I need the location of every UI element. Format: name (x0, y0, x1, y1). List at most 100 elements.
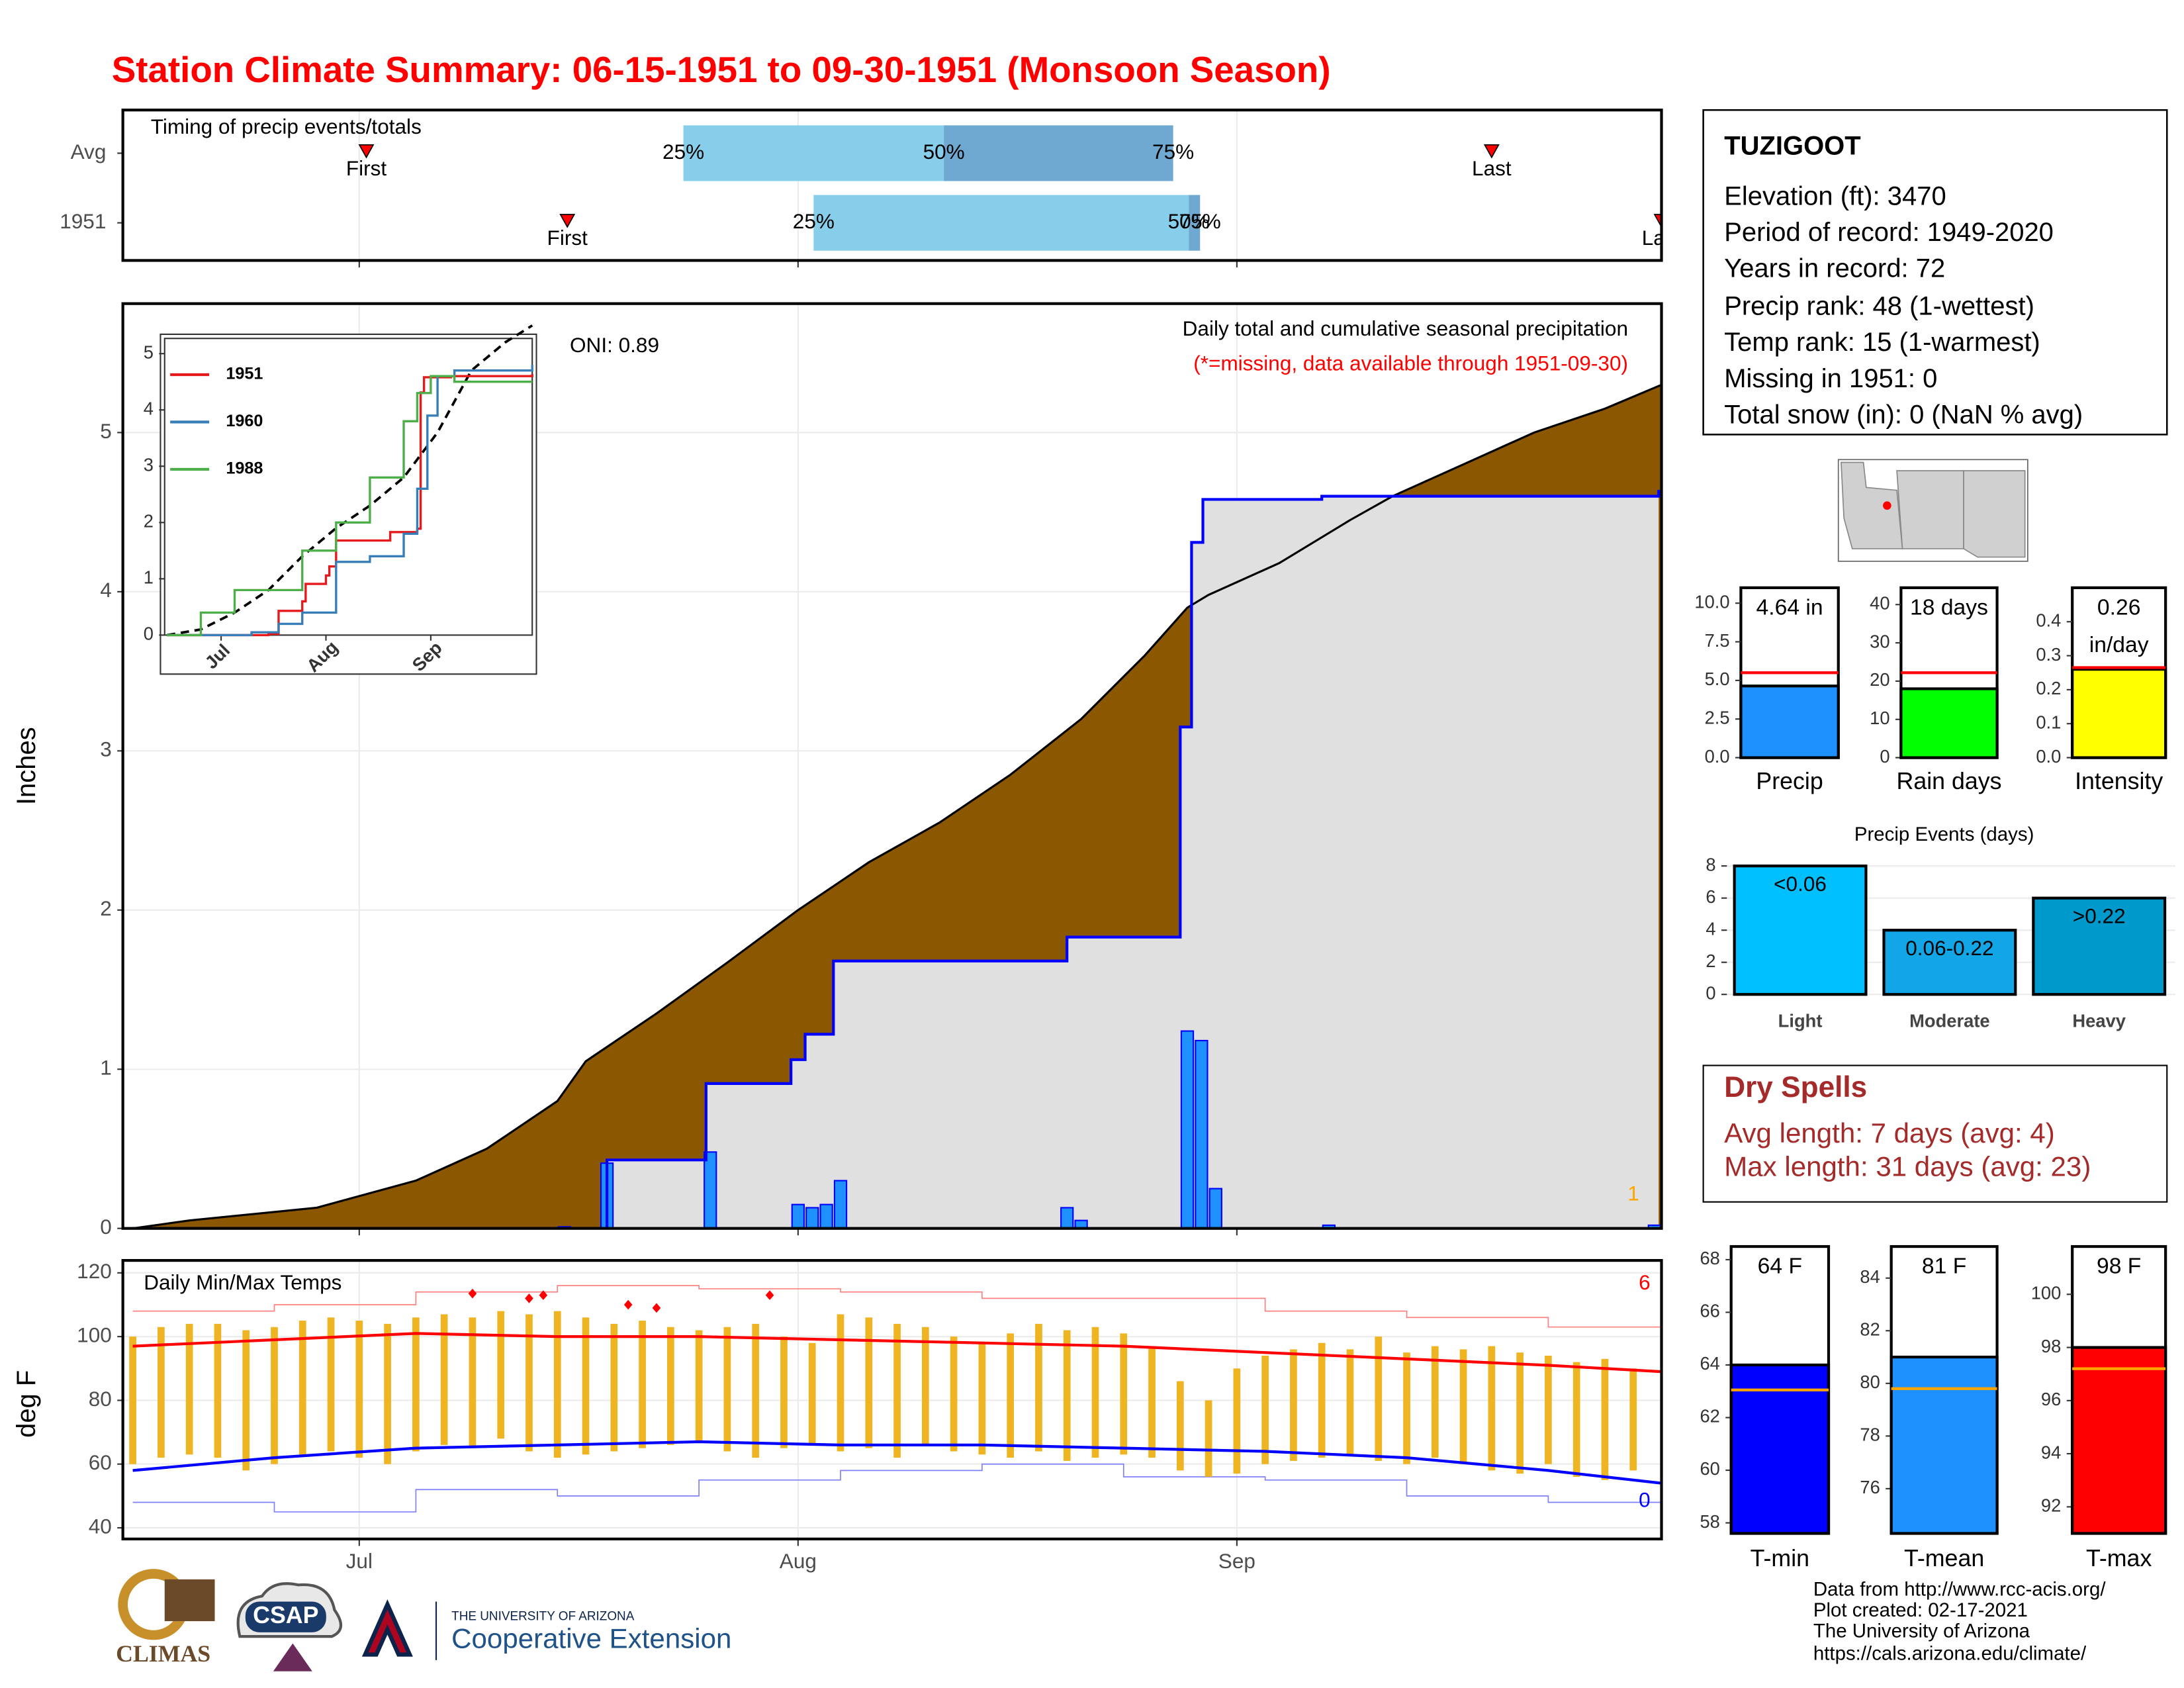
percentile-label: 75% (1179, 209, 1221, 233)
temp-range-bar (1572, 1362, 1580, 1477)
temp-range-bar (497, 1311, 505, 1439)
temp-range-bar (978, 1342, 986, 1455)
y-tick-label: 4 (144, 398, 154, 418)
y-tick-label: 94 (2041, 1442, 2061, 1462)
temp-range-bar (271, 1327, 278, 1464)
temp-range-bar (1063, 1330, 1071, 1461)
gauge-label: T-mean (1904, 1545, 1984, 1571)
y-tick-label: 78 (1860, 1425, 1880, 1445)
temp-range-bar (1516, 1352, 1524, 1474)
y-tick-label: 58 (1700, 1511, 1719, 1532)
gauge-unit: in/day (2089, 633, 2149, 657)
record-low-line (132, 1463, 1662, 1515)
temp-range-bar (355, 1321, 363, 1458)
x-tick-label: Jul (346, 1549, 373, 1573)
record-day-marker (652, 1303, 661, 1313)
chart-title: Daily total and cumulative seasonal prec… (1183, 316, 1628, 340)
daily-bar (791, 1203, 805, 1229)
station-line: Temp rank: 15 (1-warmest) (1724, 328, 2040, 357)
temp-range-bar (1091, 1327, 1099, 1458)
x-tick-label: Sep (1218, 1549, 1255, 1573)
gauge-value: 18 days (1910, 595, 1988, 620)
footer-line: The University of Arizona (1813, 1620, 2030, 1642)
series-line (167, 375, 533, 637)
record-high-line (132, 1285, 1662, 1337)
y-tick-label: 3 (144, 455, 154, 475)
y-tick-label: 2 (100, 896, 112, 920)
y-tick-label: 76 (1860, 1477, 1880, 1497)
record-day-marker (468, 1288, 477, 1299)
footer-line: Plot created: 02-17-2021 (1813, 1599, 2028, 1621)
y-tick-label: 6 (1706, 886, 1715, 907)
temp-range-bar (469, 1317, 477, 1448)
event-label: First (346, 156, 387, 180)
y-tick-label: 4 (1706, 918, 1715, 939)
y-tick-label: 1 (100, 1056, 112, 1080)
temp-range-bar (582, 1317, 590, 1455)
temp-range-bar (610, 1323, 618, 1452)
temp-range-bar (158, 1327, 165, 1458)
percentile-label: 50% (923, 140, 965, 164)
climas-logo: CLIMAS (116, 1569, 215, 1667)
x-tick-label: Light (1778, 1011, 1823, 1031)
legend-label: 1960 (226, 412, 263, 430)
y-tick-label: 80 (89, 1387, 112, 1411)
temp-range-bar (639, 1321, 646, 1448)
chart-title: Precip Events (days) (1854, 823, 2034, 845)
temp-range-bar (950, 1336, 958, 1452)
gauge-bar (1739, 684, 1840, 759)
y-tick-label: 120 (77, 1259, 112, 1283)
y-tick-label: 5.0 (1705, 669, 1730, 689)
daily-bar (833, 1180, 848, 1229)
gauge-value: 64 F (1758, 1254, 1802, 1278)
y-tick-label: 60 (89, 1450, 112, 1474)
percentile-bar (944, 125, 1173, 181)
temp-range-bar (837, 1314, 844, 1452)
temp-range-bar (1290, 1349, 1297, 1461)
temp-range-bar (525, 1314, 533, 1452)
dry-spells-line: Max length: 31 days (avg: 23) (1724, 1150, 2091, 1182)
y-tick-label: 0.1 (2036, 712, 2061, 732)
y-tick-label: 2 (144, 511, 154, 532)
dry-spells-line: Avg length: 7 days (avg: 4) (1724, 1117, 2055, 1149)
y-tick-label: 7.5 (1705, 630, 1730, 651)
y-tick-label: 4 (100, 578, 112, 602)
temp-range-bar (723, 1327, 731, 1452)
station-line: Precip rank: 48 (1-wettest) (1724, 292, 2034, 321)
gauge-bar (2071, 1346, 2167, 1535)
daily-bar (704, 1151, 717, 1229)
y-tick-label: 10.0 (1694, 591, 1729, 612)
location-map (1837, 459, 2028, 562)
temp-range-bar (667, 1327, 674, 1445)
dry-spells-box (1702, 1064, 2168, 1203)
temp-range-bar (327, 1317, 335, 1452)
panel-frame (121, 1258, 1663, 1540)
inset-panel (163, 338, 533, 636)
bar (1733, 865, 1868, 996)
temp-range-bar (865, 1317, 873, 1448)
y-tick-label: 10 (1870, 708, 1889, 728)
event-marker (1483, 144, 1500, 159)
temp-range-bar (752, 1323, 760, 1458)
panel-frame (121, 302, 1663, 1230)
bin-label: <0.06 (1774, 872, 1827, 896)
temp-range-bar (214, 1323, 222, 1458)
daily-bar (819, 1203, 833, 1229)
temp-range-bar (1431, 1346, 1439, 1458)
event-label: Last (1472, 156, 1512, 180)
temp-range-bar (1233, 1368, 1241, 1474)
daily-bar (805, 1207, 819, 1229)
percentile-bar (683, 125, 944, 181)
y-tick-label: 0 (100, 1215, 112, 1239)
y-tick-label: 92 (2041, 1495, 2061, 1516)
missing-count: 1 (1627, 1182, 1639, 1205)
percentile-bar (1189, 195, 1201, 251)
daily-bar (1322, 1224, 1336, 1229)
temp-range-bar (695, 1330, 703, 1442)
row-label: Avg (71, 140, 107, 164)
temp-range-bar (185, 1323, 193, 1455)
y-tick-label: 0.0 (1705, 746, 1730, 767)
daily-bar (1180, 1030, 1195, 1229)
record-high-count: 6 (1639, 1270, 1651, 1294)
